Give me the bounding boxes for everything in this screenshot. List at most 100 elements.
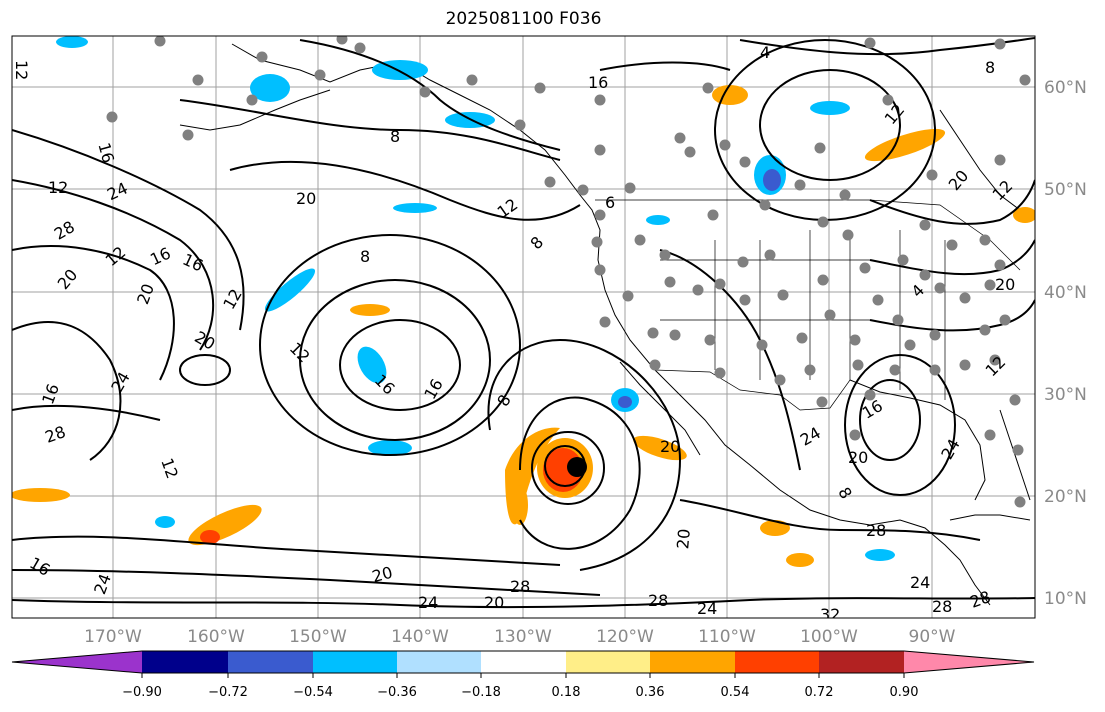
map-title: 2025081100 F036 [445,9,602,29]
station-dot [419,86,431,98]
contour-storm-2 [531,431,605,505]
station-dot [864,389,876,401]
colorbar-swatch [650,651,735,673]
shade-red-1 [200,530,220,544]
station-dot [842,229,854,241]
lat-label-60n: 60°N [1044,78,1087,98]
colorbar-tick-label: 0.36 [636,685,665,700]
station-dot [594,209,606,221]
contour-label: 24 [418,593,438,612]
lon-label-170w: 170°W [84,627,142,647]
shade-orange-9 [12,488,70,502]
colorbar-swatch [735,651,819,673]
colorbar-tick-label: 0.18 [552,685,581,700]
contour-label: 20 [660,437,680,456]
colorbar-swatch [228,651,313,673]
contour-mexico-1 [679,499,981,541]
contour-label: 28 [648,591,668,610]
station-dot [919,269,931,281]
colorbar-swatch [313,651,397,673]
station-dot [984,279,996,291]
map-area: 12 16 12 24 28 20 16 12 20 8 20 12 8 16 … [12,36,1035,618]
shade-blue-9 [810,101,850,115]
station-dot [622,290,634,302]
contour-label: 20 [848,448,868,467]
station-dot [719,139,731,151]
colorbar-tick-label: −0.54 [293,685,333,700]
station-dot [674,132,686,144]
contour-label: 20 [995,275,1015,294]
station-dot [594,94,606,106]
station-dot [669,329,681,341]
station-dot [984,429,996,441]
station-dot [926,169,938,181]
shaded-field [12,36,1035,567]
station-dot [739,156,751,168]
contour-label: 24 [910,573,930,592]
station-dot [796,332,808,344]
station-dot [864,37,876,49]
contour-label: 20 [673,528,694,550]
colorbar-tick-label: 0.72 [805,685,834,700]
florida-coast [999,409,1031,501]
station-dot [994,259,1006,271]
lat-label-50n: 50°N [1044,180,1087,200]
station-dot [649,359,661,371]
contour-west-1 [12,129,245,331]
station-dot [647,327,659,339]
lon-label-150w: 150°W [289,627,347,647]
station-dot [659,249,671,261]
shade-darkblue-1 [618,396,632,408]
shade-blue-5 [368,440,412,456]
station-dot [849,429,861,441]
colorbar-swatch-over [904,651,1034,673]
station-dot [466,74,478,86]
contour-east-3 [869,299,1035,332]
station-dot [764,249,776,261]
colorbar-swatch [142,651,228,673]
station-dot [994,154,1006,166]
station-dot [692,284,704,296]
lat-label-40n: 40°N [1044,283,1087,303]
contour-label: 20 [296,189,316,208]
shade-blue-13 [56,36,88,48]
baja-california [619,361,701,456]
shade-blue-4 [357,346,387,384]
contour-south-1 [12,535,561,566]
station-dot [354,42,366,54]
station-dot [814,142,826,154]
contour-label: 20 [484,593,504,612]
station-dot [714,367,726,379]
contour-north-4 [599,61,731,71]
colorbar-tick-label: −0.18 [461,685,501,700]
shade-orange-10 [512,485,528,525]
shade-blue-6 [250,74,290,102]
station-dot [929,364,941,376]
contour-label: 24 [697,599,717,618]
station-dot [959,359,971,371]
station-dot [946,239,958,251]
contour-low-1 [339,319,461,411]
contour-label: 16 [94,140,118,165]
station-dot [839,189,851,201]
shade-orange-7 [786,553,814,567]
shade-orange-8 [1013,207,1035,223]
shade-blue-10 [393,203,437,213]
colorbar-swatch-under [12,651,142,673]
station-dot [817,274,829,286]
cuba-coast [949,514,1031,521]
shade-blue-12 [155,516,175,528]
contour-label: 28 [866,521,886,540]
station-dot [892,314,904,326]
station-dot [684,146,696,158]
contour-west-4 [12,321,122,461]
station-dot [707,209,719,221]
shade-blue-14 [646,215,670,225]
political-borders [595,199,1021,411]
station-dot [904,339,916,351]
lon-label-100w: 100°W [800,627,858,647]
station-dot [704,334,716,346]
station-dot [246,94,258,106]
contour-label: 4 [760,43,770,62]
lat-label-20n: 20°N [1044,487,1087,507]
